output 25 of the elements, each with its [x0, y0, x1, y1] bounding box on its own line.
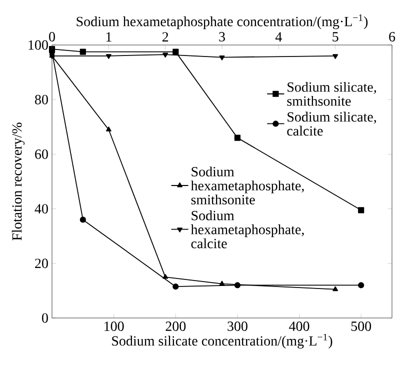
y-axis-title: Flotation recovery/% [12, 122, 25, 240]
legend-label: Sodium silicate, calcite [287, 112, 376, 136]
x-tick-label: 300 [228, 322, 248, 331]
x-tick-label: 400 [289, 322, 310, 331]
legend-label: Sodium silicate, smithsonite [287, 82, 376, 106]
x2-tick-label: 2 [162, 32, 168, 42]
legend-label: Sodium hexametaphosphate, smithsonite [190, 166, 304, 204]
legend-label: Sodium hexametaphosphate, calcite [190, 210, 304, 248]
x2-tick-label: 3 [219, 32, 225, 42]
x-tick-label: 200 [166, 322, 186, 331]
y-tick-label: 60 [35, 149, 48, 159]
x2-tick-label: 4 [275, 32, 282, 42]
y-tick-label: 0 [42, 313, 48, 323]
x2-axis-title: Sodium hexametaphosphate concentration/(mg·L$^{−1}$) [76, 14, 368, 30]
y-tick-label: 80 [35, 94, 48, 104]
x2-tick-label: 5 [332, 32, 338, 42]
x2-tick-label: 6 [389, 32, 396, 42]
y-tick-label: 40 [34, 204, 48, 214]
x2-tick-label: 1 [106, 32, 112, 42]
x-axis-title: Sodium silicate concentration/(mg·L$^{−1}$) [112, 334, 332, 349]
y-tick-label: 100 [28, 40, 48, 50]
y-tick-label: 20 [35, 258, 48, 268]
x-tick-label: 100 [104, 322, 124, 331]
x2-tick-label: 0 [49, 32, 55, 42]
x-tick-label: 500 [351, 322, 372, 331]
